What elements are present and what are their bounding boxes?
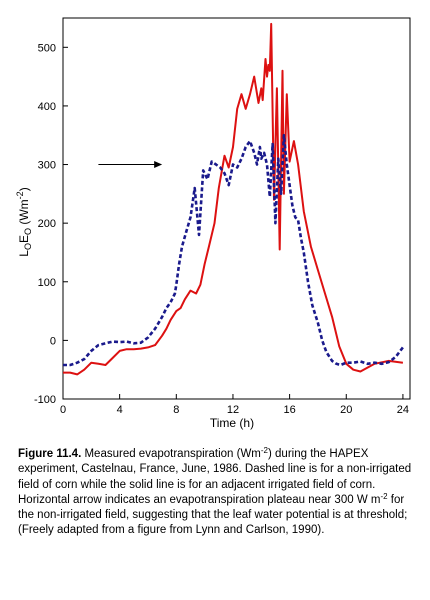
y-tick-label: 200 xyxy=(38,218,56,230)
y-title-main: L xyxy=(17,250,31,257)
y-title-sub2: O xyxy=(23,228,33,235)
series-line-dashed xyxy=(63,133,404,367)
x-tick-label: 4 xyxy=(117,404,123,416)
y-tick-label: 0 xyxy=(50,335,56,347)
x-tick-label: 8 xyxy=(173,404,179,416)
x-axis-title: Time (h) xyxy=(210,416,254,430)
caption-text-1: Measured evapotranspiration (Wm xyxy=(81,448,261,460)
x-tick-label: 12 xyxy=(227,404,239,416)
y-tick-label: 500 xyxy=(38,42,56,54)
x-tick-label: 16 xyxy=(283,404,295,416)
caption-text-2: ) during the HAPEX experiment, Castelnau… xyxy=(18,448,412,506)
y-tick-label: 400 xyxy=(38,101,56,113)
x-tick-label: 20 xyxy=(340,404,352,416)
caption-sup-2: -2 xyxy=(380,491,388,501)
y-title-unit-open: (Wm xyxy=(17,199,31,228)
arrow-head xyxy=(154,161,163,169)
y-tick-label: 300 xyxy=(38,160,56,172)
caption-label: Figure 11.4. xyxy=(18,448,82,460)
plot-frame xyxy=(62,17,411,400)
y-title-unit-sup: -2 xyxy=(15,191,25,199)
caption-text-3: for the non-irrigated field, suggesting … xyxy=(18,493,408,537)
figure-caption: Figure 11.4. Measured evapotranspiration… xyxy=(18,447,418,539)
y-title-unit-close: ) xyxy=(17,187,31,191)
y-title-sub1: O xyxy=(23,243,33,250)
y-tick-label: -100 xyxy=(34,394,56,406)
caption-sup-1: -2 xyxy=(260,446,269,455)
series-line-solid xyxy=(63,22,404,376)
y-axis-title: LOEO (Wm-2) xyxy=(15,187,33,256)
x-tick-label: 0 xyxy=(60,404,66,416)
plot-area: 0 4 8 12 16 20 24 -100 0 100 200 300 400 500 xyxy=(34,17,411,416)
y-title-mid: E xyxy=(17,235,31,243)
x-tick-label: 24 xyxy=(397,404,409,416)
y-tick-label: 100 xyxy=(38,277,56,289)
